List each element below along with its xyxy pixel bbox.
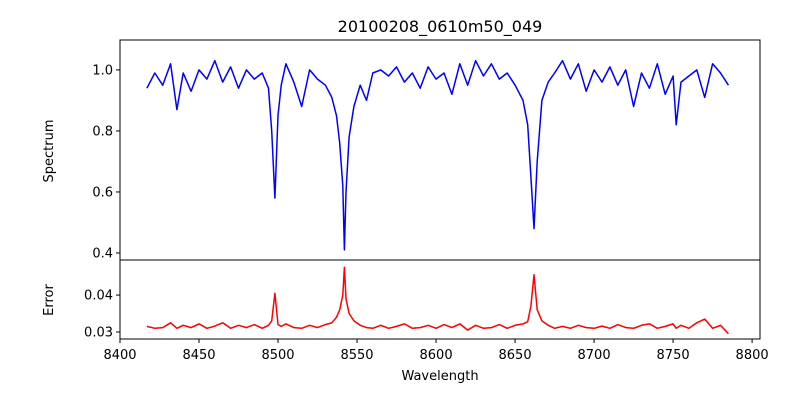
x-axis-label: Wavelength [401,369,478,384]
x-tick-label: 8450 [182,348,215,363]
x-tick-label: 8400 [103,348,136,363]
y-axis-label-error: Error [42,284,57,316]
spectrum-axes-frame [119,39,761,261]
y-tick-label: 1.0 [92,63,113,78]
x-tick-label: 8600 [420,348,453,363]
x-tick-label: 8500 [261,348,294,363]
y-tick-label: 0.6 [92,185,113,200]
error-series-line [146,266,729,335]
x-tick-label: 8550 [340,348,373,363]
y-tick-label: 0.03 [84,325,113,340]
error-axes-frame [119,259,761,340]
y-tick-label: 0.04 [84,289,113,304]
x-tick-label: 8750 [657,348,690,363]
spectrum-series-line [146,59,730,251]
x-tick-label: 8700 [578,348,611,363]
x-tick-label: 8800 [736,348,769,363]
y-tick-label: 0.8 [92,124,113,139]
x-tick-label: 8650 [499,348,532,363]
y-axis-label-spectrum: Spectrum [42,120,57,183]
chart-title: 20100208_0610m50_049 [338,17,543,37]
y-tick-label: 0.4 [92,246,113,261]
